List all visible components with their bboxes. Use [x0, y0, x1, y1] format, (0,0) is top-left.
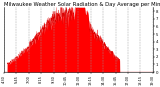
Text: Milwaukee Weather Solar Radiation & Day Average per Minute W/m2 (Today): Milwaukee Weather Solar Radiation & Day … [4, 2, 160, 7]
